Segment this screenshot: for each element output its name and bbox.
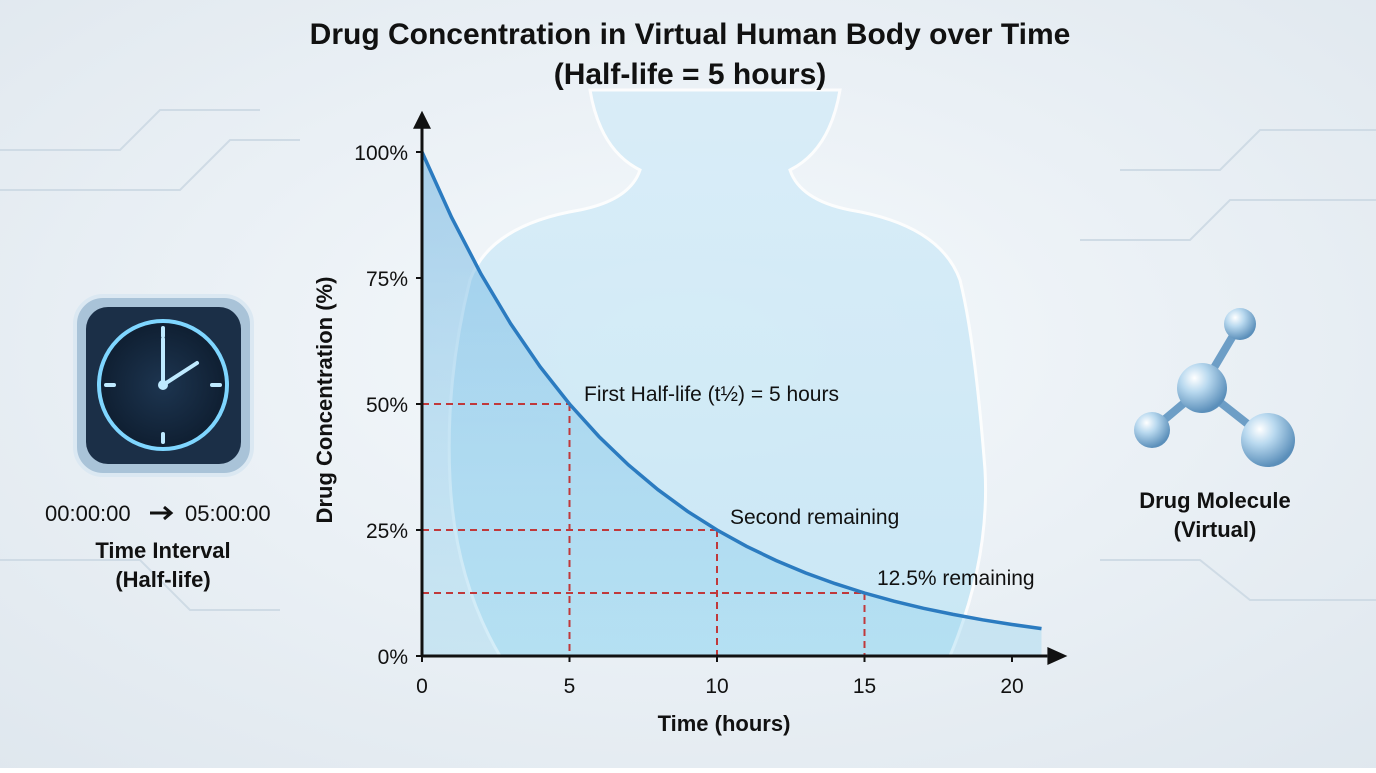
arrow-icon [150, 505, 174, 521]
clock-center [158, 380, 168, 390]
y-tick-label: 100% [354, 142, 408, 165]
x-tick-label: 5 [564, 675, 576, 698]
atom [1134, 412, 1170, 448]
y-axis-title: Drug Concentration (%) [312, 277, 337, 524]
molecule-caption: Drug Molecule [1139, 488, 1291, 513]
clock-start: 00:00:00 [45, 501, 131, 526]
y-axis-arrow [413, 110, 431, 129]
area [422, 152, 1042, 656]
x-tick-label: 10 [705, 675, 728, 698]
chart-subtitle: (Half-life = 5 hours) [554, 58, 827, 91]
y-tick-label: 75% [366, 268, 408, 291]
x-tick-label: 20 [1000, 675, 1023, 698]
annotation: 12.5% remaining [877, 567, 1035, 590]
circuit-decoration [0, 109, 1376, 611]
x-axis-arrow [1047, 647, 1068, 665]
y-tick-label: 25% [366, 520, 408, 543]
clock-hands [104, 326, 222, 444]
clock-caption: Time Interval [95, 538, 230, 563]
atom [1177, 363, 1227, 413]
chart-title: Drug Concentration in Virtual Human Body… [310, 18, 1071, 51]
x-tick-label: 15 [853, 675, 876, 698]
clock-caption: (Half-life) [115, 567, 210, 592]
molecule-caption: (Virtual) [1174, 517, 1257, 542]
x-tick-label: 0 [416, 675, 428, 698]
line [420, 151, 1042, 631]
atom [1241, 413, 1295, 467]
y-tick-label: 50% [366, 394, 408, 417]
x-axis-title: Time (hours) [658, 711, 791, 736]
annotation: First Half-life (t½) = 5 hours [584, 383, 839, 406]
annotation: Second remaining [730, 506, 899, 529]
atom [1224, 308, 1256, 340]
clock-end: 05:00:00 [185, 501, 271, 526]
y-tick-label: 0% [378, 646, 408, 669]
